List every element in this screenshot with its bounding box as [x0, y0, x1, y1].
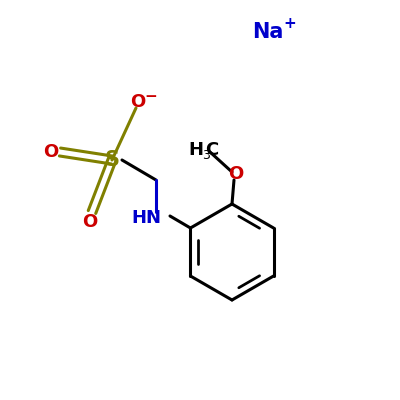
Text: −: −	[145, 89, 158, 104]
Text: S: S	[104, 150, 120, 170]
Text: O: O	[228, 165, 244, 183]
Text: H: H	[188, 141, 204, 159]
Text: O: O	[82, 213, 98, 231]
Text: O: O	[44, 143, 59, 161]
Text: 3: 3	[202, 150, 210, 162]
Text: Na: Na	[252, 22, 284, 42]
Text: C: C	[205, 141, 219, 159]
Text: O: O	[130, 93, 146, 111]
Text: HN: HN	[131, 209, 161, 227]
Text: +: +	[284, 16, 296, 32]
